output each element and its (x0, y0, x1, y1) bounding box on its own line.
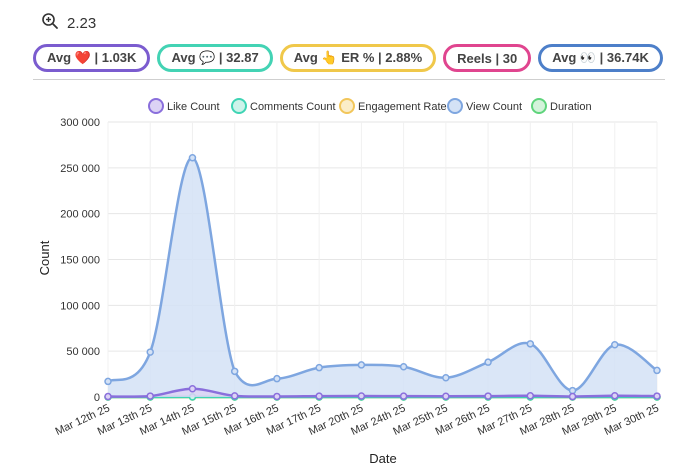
legend-label: View Count (466, 101, 522, 113)
x-axis-label: Date (369, 451, 396, 466)
like-count-point[interactable] (146, 392, 154, 400)
legend-label: Comments Count (250, 101, 336, 113)
zoom-indicator: 2.23 (41, 12, 96, 34)
view-count-point[interactable] (146, 348, 154, 356)
like-count-point[interactable] (104, 392, 112, 401)
y-tick-label: 50 000 (66, 346, 100, 358)
legend-item-like-count[interactable]: Like Count (148, 98, 220, 114)
legend-item-duration[interactable]: Duration (531, 98, 592, 114)
y-tick-label: 300 000 (60, 117, 100, 129)
stats-bar: Avg ❤️ | 1.03K Avg 💬 | 32.87 Avg 👆 ER % … (33, 44, 663, 72)
chart-legend: Like Count Comments Count Engagement Rate V… (148, 98, 592, 114)
avg-likes-pill[interactable]: Avg ❤️ | 1.03K (33, 44, 151, 72)
y-tick-label: 100 000 (60, 300, 100, 312)
avg-engagement-pill[interactable]: Avg 👆 ER % | 2.88% (279, 44, 437, 72)
like-count-point[interactable] (315, 392, 323, 400)
view-count-point[interactable] (442, 374, 450, 382)
like-count-point[interactable] (611, 391, 619, 400)
view-count-point[interactable] (273, 374, 281, 383)
like-count-point[interactable] (653, 392, 661, 400)
avg-views-pill[interactable]: Avg 👀 | 36.74K (538, 44, 663, 72)
like-count-point[interactable] (188, 385, 197, 393)
legend-label: Like Count (167, 101, 220, 113)
legend-item-engagement-rate[interactable]: Engagement Rate (339, 98, 447, 114)
zoom-value: 2.23 (67, 14, 97, 32)
legend-item-view-count[interactable]: View Count (447, 98, 522, 114)
legend-swatch (231, 98, 247, 114)
view-count-point[interactable] (399, 363, 408, 371)
view-count-area (108, 157, 657, 397)
legend-item-comments-count[interactable]: Comments Count (231, 98, 336, 114)
like-count-point[interactable] (357, 392, 366, 400)
divider (33, 79, 665, 80)
legend-swatch (447, 98, 463, 114)
view-count-point[interactable] (315, 363, 323, 372)
chart-areas (104, 154, 661, 401)
y-axis-ticks: 0 50 000 100 000 150 000 200 000 250 000 300 0… (60, 117, 100, 404)
like-count-point[interactable] (399, 392, 408, 400)
y-tick-label: 200 000 (60, 209, 100, 221)
view-count-point[interactable] (484, 358, 492, 366)
view-count-point[interactable] (526, 340, 535, 348)
like-count-point[interactable] (526, 392, 535, 400)
view-count-point[interactable] (568, 386, 577, 395)
legend-swatch (339, 98, 355, 114)
legend-label: Duration (550, 101, 592, 113)
view-count-point[interactable] (357, 361, 366, 369)
y-tick-label: 250 000 (60, 163, 100, 175)
view-count-point[interactable] (653, 366, 661, 375)
view-count-point[interactable] (104, 377, 112, 386)
view-count-point[interactable] (611, 341, 619, 349)
legend-swatch (531, 98, 547, 114)
avg-comments-pill[interactable]: Avg 💬 | 32.87 (157, 44, 273, 72)
y-tick-label: 0 (94, 392, 100, 404)
like-count-point[interactable] (273, 392, 281, 401)
like-count-point[interactable] (442, 392, 450, 401)
view-count-line (107, 156, 658, 392)
zoom-in-icon[interactable] (41, 12, 59, 34)
legend-swatch (148, 98, 164, 114)
view-count-point[interactable] (188, 154, 197, 162)
y-axis-label: Count (37, 240, 52, 275)
like-count-point[interactable] (568, 392, 577, 401)
like-count-point[interactable] (484, 392, 492, 400)
y-tick-label: 150 000 (60, 255, 100, 267)
view-count-point[interactable] (230, 367, 239, 376)
legend-label: Engagement Rate (358, 101, 447, 113)
like-count-point[interactable] (230, 392, 239, 400)
reels-count-pill[interactable]: Reels | 30 (443, 44, 532, 72)
